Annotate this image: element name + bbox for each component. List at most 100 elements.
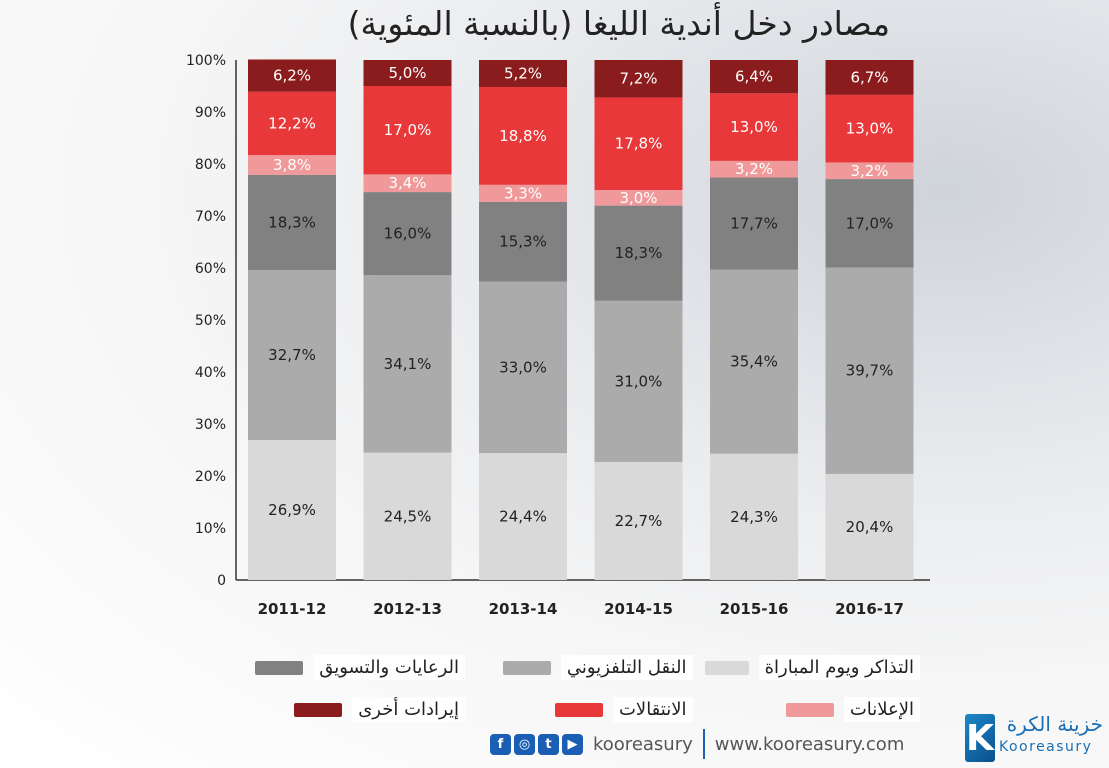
y-tick-label: 20% — [195, 469, 226, 485]
data-label: 12,2% — [268, 114, 316, 132]
logo-mark: K — [965, 714, 995, 762]
bar-segment-sponsorship — [825, 179, 914, 268]
data-label: 3,8% — [273, 156, 311, 174]
data-label: 15,3% — [499, 233, 547, 251]
bar-segment-tickets — [363, 452, 452, 580]
bar-segment-tv — [479, 281, 567, 454]
bar-segment-transfers — [479, 87, 567, 185]
instagram-icon[interactable]: ◎ — [514, 733, 535, 755]
bar-segment-tv — [248, 270, 336, 441]
legend-swatch — [705, 660, 749, 675]
y-tick-label: 40% — [195, 365, 226, 381]
bar-segment-transfers — [825, 94, 914, 163]
bar-segment-tickets — [479, 453, 567, 580]
bar-segment-tv — [710, 269, 798, 454]
data-label: 17,0% — [384, 121, 432, 139]
legend-item-sponsorship: الرعايات والتسويق — [250, 655, 465, 680]
facebook-icon[interactable]: f — [490, 733, 511, 755]
legend-item-other: إيرادات أخرى — [250, 697, 465, 722]
legend-row-1: التذاكر ويوم المباراة النقل التلفزيوني الر… — [250, 655, 920, 680]
data-label: 24,5% — [384, 507, 432, 525]
logo-arabic-text: خزينة الكرة — [1006, 712, 1103, 736]
chart-title: مصادر دخل أندية الليغا (بالنسبة المئوية) — [347, 4, 890, 43]
data-label: 22,7% — [615, 512, 663, 530]
legend-item-tickets: التذاكر ويوم المباراة — [705, 655, 920, 680]
legend-swatch — [502, 660, 551, 675]
data-label: 33,0% — [499, 358, 547, 376]
bar-segment-ads — [594, 190, 683, 206]
data-label: 35,4% — [730, 353, 778, 371]
bar-segment-tickets — [594, 461, 683, 580]
data-label: 3,0% — [619, 189, 657, 207]
data-label: 3,3% — [504, 184, 542, 202]
y-tick-label: 80% — [195, 157, 226, 173]
data-label: 3,2% — [850, 162, 888, 180]
data-label: 17,7% — [730, 215, 778, 233]
data-label: 6,7% — [850, 68, 888, 86]
bar-segment-other — [479, 60, 567, 88]
data-label: 24,4% — [499, 508, 547, 526]
bar-segment-ads — [825, 162, 914, 180]
social-handle: kooreasury — [593, 733, 693, 755]
data-label: 6,4% — [735, 68, 773, 86]
bar-segment-ads — [248, 155, 336, 175]
legend-item-tv: النقل التلفزيوني — [478, 655, 693, 680]
bar-segment-other — [825, 60, 914, 95]
bar-segment-tickets — [825, 473, 914, 580]
data-label: 13,0% — [846, 120, 894, 138]
twitter-icon[interactable]: t — [538, 733, 559, 755]
legend-label: التذاكر ويوم المباراة — [758, 655, 920, 680]
bar-segment-sponsorship — [479, 201, 567, 282]
bar-segment-sponsorship — [710, 177, 798, 270]
bar-segment-transfers — [248, 91, 336, 156]
bar-segment-tickets — [710, 453, 798, 580]
data-label: 3,4% — [388, 174, 426, 192]
legend-item-ads: الإعلانات — [705, 697, 920, 722]
logo-english-text: Kooreasury — [999, 739, 1093, 755]
bar-segment-transfers — [710, 93, 798, 161]
data-label: 5,0% — [388, 64, 426, 82]
y-tick-label: 100% — [186, 53, 226, 69]
bar-segment-tv — [594, 300, 683, 462]
footer: f ◎ t ▶ kooreasury www.kooreasury.com — [490, 729, 904, 759]
bar-segment-other — [248, 59, 336, 92]
bar-segment-other — [710, 60, 798, 94]
data-label: 31,0% — [615, 372, 663, 390]
stacked-bar-chart: 0 10% 20% 30% 40% 50% 60% 70% 80% 90% 100% 26,9% 32,… — [186, 53, 930, 618]
data-label: 18,3% — [268, 214, 316, 232]
youtube-icon[interactable]: ▶ — [562, 733, 583, 755]
y-tick-label: 60% — [195, 261, 226, 277]
social-icons: f ◎ t ▶ — [490, 733, 583, 755]
data-label: 7,2% — [619, 70, 657, 88]
bar-segment-other — [594, 60, 683, 98]
legend-swatch — [554, 702, 603, 717]
y-tick-label: 10% — [195, 521, 226, 537]
data-label: 16,0% — [384, 225, 432, 243]
y-tick-label: 70% — [195, 209, 226, 225]
bar-segment-ads — [479, 184, 567, 202]
legend-swatch — [785, 702, 834, 717]
brand-logo: K خزينة الكرة Kooreasury — [965, 712, 1105, 766]
data-label: 24,3% — [730, 508, 778, 526]
y-tick-label: 50% — [195, 313, 226, 329]
legend-label: إيرادات أخرى — [352, 697, 465, 722]
data-label: 20,4% — [846, 518, 894, 536]
data-label: 17,0% — [846, 214, 894, 232]
data-label: 6,2% — [273, 67, 311, 85]
data-label: 18,3% — [615, 244, 663, 262]
data-label: 39,7% — [846, 362, 894, 380]
x-tick-label: 2013-14 — [489, 600, 558, 618]
bar-segment-tv — [825, 267, 914, 474]
data-label: 5,2% — [504, 65, 542, 83]
bar-segment-transfers — [363, 86, 452, 175]
legend-item-transfers: الانتقالات — [478, 697, 693, 722]
x-tick-label: 2014-15 — [604, 600, 673, 618]
legend-swatch — [255, 660, 304, 675]
website-link[interactable]: www.kooreasury.com — [714, 733, 905, 755]
bar-segment-sponsorship — [248, 174, 336, 271]
bar-segment-tickets — [248, 440, 336, 580]
bar-segment-sponsorship — [363, 192, 452, 276]
bar-segment-ads — [710, 160, 798, 178]
legend-swatch — [294, 702, 343, 717]
data-label: 3,2% — [735, 160, 773, 178]
